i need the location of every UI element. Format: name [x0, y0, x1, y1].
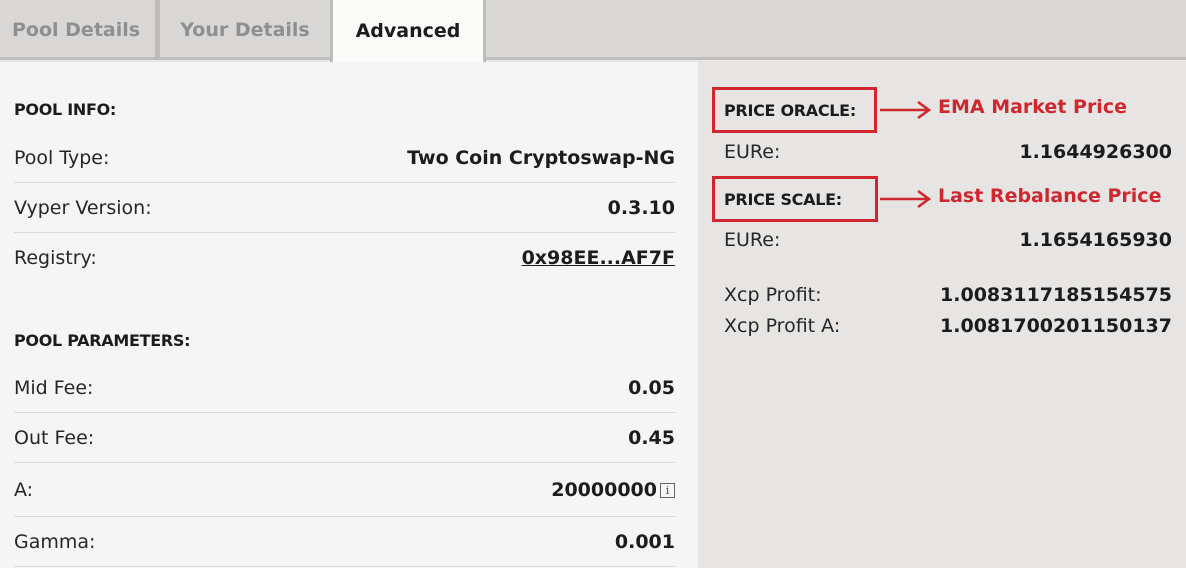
pool-info-title: POOL INFO: [14, 100, 116, 119]
out-fee-value: 0.45 [628, 426, 675, 449]
vyper-version-label: Vyper Version: [14, 196, 152, 219]
pool-type-row: Pool Type: Two Coin Cryptoswap-NG [14, 133, 675, 183]
price-scale-title: PRICE SCALE: [712, 176, 878, 222]
registry-address-link[interactable]: 0x98EE...AF7F [521, 247, 675, 269]
tab-pool-details[interactable]: Pool Details [0, 0, 160, 60]
registry-label: Registry: [14, 247, 97, 269]
pool-type-label: Pool Type: [14, 146, 110, 169]
tab-bar: Pool Details Your Details Advanced [0, 0, 1186, 62]
mid-fee-value: 0.05 [628, 376, 675, 399]
pool-info-panel: POOL INFO: Pool Type: Two Coin Cryptoswa… [0, 62, 698, 568]
gamma-row: Gamma: 0.001 [14, 517, 675, 567]
a-row: A: 20000000 i [14, 463, 675, 517]
a-value-wrap: 20000000 i [551, 479, 675, 501]
a-value: 20000000 [551, 478, 657, 501]
xcp-profit-a-value: 1.0081700201150137 [940, 315, 1172, 337]
last-rebalance-price-annotation: Last Rebalance Price [938, 185, 1162, 207]
mid-fee-row: Mid Fee: 0.05 [14, 363, 675, 413]
a-label: A: [14, 478, 34, 501]
gamma-value: 0.001 [614, 530, 675, 553]
vyper-version-row: Vyper Version: 0.3.10 [14, 183, 675, 233]
pool-type-value: Two Coin Cryptoswap-NG [407, 146, 675, 169]
price-oracle-eure-value: 1.1644926300 [1019, 141, 1172, 163]
registry-row: Registry: 0x98EE...AF7F [14, 233, 675, 283]
out-fee-label: Out Fee: [14, 426, 95, 449]
arrow-right-icon [880, 100, 932, 120]
pool-parameters-title: POOL PARAMETERS: [14, 331, 191, 350]
xcp-profit-label: Xcp Profit: [724, 284, 822, 306]
info-icon[interactable]: i [660, 482, 675, 498]
xcp-profit-value: 1.0083117185154575 [940, 284, 1172, 306]
ema-market-price-annotation: EMA Market Price [938, 96, 1127, 118]
price-scale-eure-label: EURe: [724, 229, 781, 251]
arrow-right-icon [880, 189, 932, 209]
price-scale-eure-value: 1.1654165930 [1019, 229, 1172, 251]
out-fee-row: Out Fee: 0.45 [14, 413, 675, 463]
mid-fee-label: Mid Fee: [14, 376, 94, 399]
tab-your-details[interactable]: Your Details [180, 19, 310, 41]
tab-advanced[interactable]: Advanced [330, 0, 486, 62]
gamma-label: Gamma: [14, 530, 96, 553]
price-oracle-eure-label: EURe: [724, 141, 781, 163]
price-oracle-title: PRICE ORACLE: [712, 87, 877, 133]
price-panel: PRICE ORACLE: EMA Market Price EURe: 1.1… [698, 62, 1186, 568]
xcp-profit-a-label: Xcp Profit A: [724, 315, 841, 337]
vyper-version-value: 0.3.10 [607, 196, 675, 219]
